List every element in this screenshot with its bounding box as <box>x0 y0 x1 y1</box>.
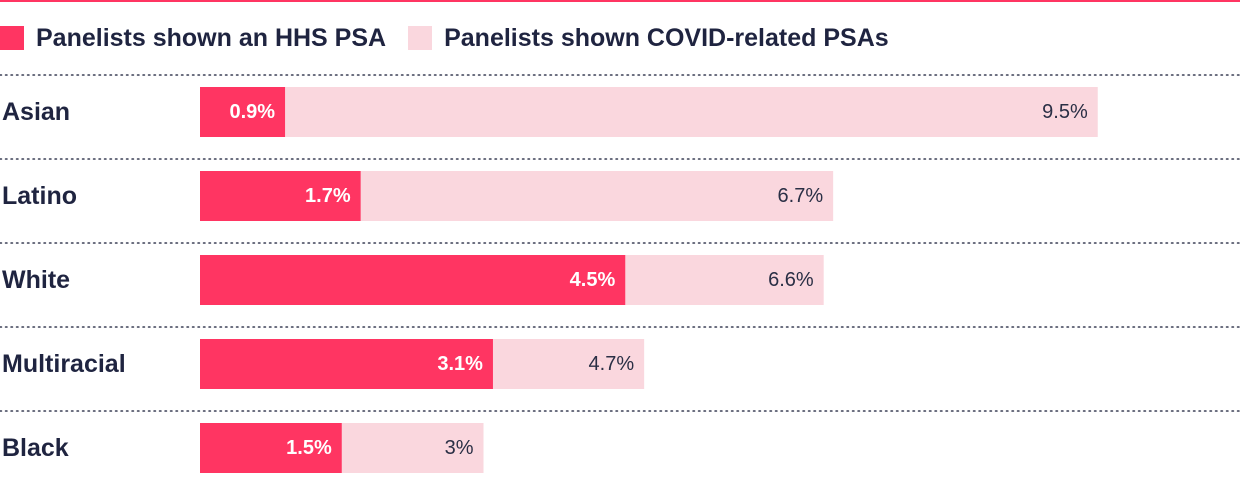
bar-hhs-black <box>200 423 342 473</box>
data-label-hhs-white: 4.5% <box>570 269 616 291</box>
data-label-covid-black: 3% <box>445 437 474 459</box>
legend-item-covid: Panelists shown COVID-related PSAs <box>408 24 889 53</box>
legend-label-covid: Panelists shown COVID-related PSAs <box>444 23 889 52</box>
data-label-covid-asian: 9.5% <box>1042 101 1088 123</box>
legend-item-hhs: Panelists shown an HHS PSA <box>0 24 386 53</box>
category-label-white: White <box>2 266 70 294</box>
top-accent-rule <box>0 0 1240 2</box>
category-label-black: Black <box>2 434 69 462</box>
legend-swatch-hhs <box>0 26 24 50</box>
data-label-hhs-multiracial: 3.1% <box>437 353 483 375</box>
data-label-covid-latino: 6.7% <box>778 185 824 207</box>
data-label-hhs-black: 1.5% <box>286 437 332 459</box>
category-label-asian: Asian <box>2 98 70 126</box>
legend-label-hhs: Panelists shown an HHS PSA <box>36 23 387 52</box>
data-label-covid-multiracial: 4.7% <box>589 353 635 375</box>
data-label-covid-white: 6.6% <box>768 269 814 291</box>
data-label-hhs-asian: 0.9% <box>229 101 275 123</box>
bar-hhs-white <box>200 255 626 305</box>
bar-hhs-asian <box>200 87 286 137</box>
category-label-latino: Latino <box>2 182 77 210</box>
bar-hhs-multiracial <box>200 339 493 389</box>
category-label-multiracial: Multiracial <box>2 350 126 378</box>
legend: Panelists shown an HHS PSA Panelists sho… <box>0 20 911 56</box>
data-label-hhs-latino: 1.7% <box>305 185 351 207</box>
bar-hhs-latino <box>200 171 361 221</box>
bar-covid-asian <box>200 87 1098 137</box>
legend-swatch-covid <box>408 26 433 50</box>
